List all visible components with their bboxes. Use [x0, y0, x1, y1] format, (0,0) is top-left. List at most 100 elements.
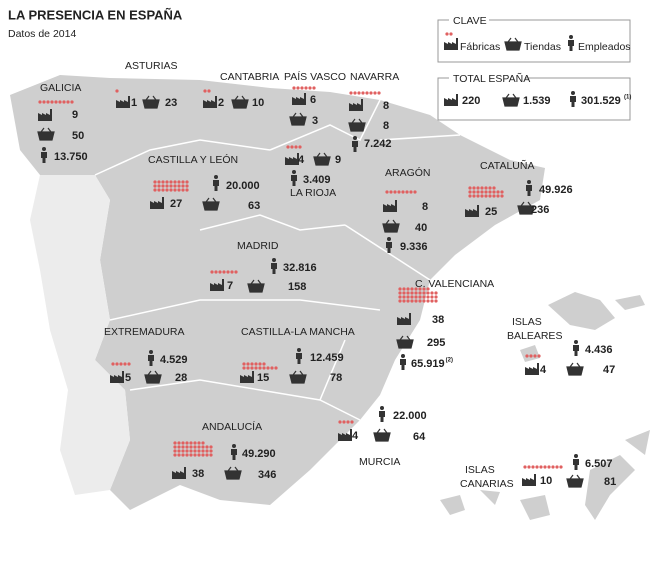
dot [177, 180, 181, 184]
dot [422, 291, 426, 295]
note: (1) [624, 95, 631, 101]
factory-dots [242, 362, 278, 370]
stores: 9 [335, 154, 341, 166]
dot [434, 295, 438, 299]
factory-dots [292, 86, 316, 90]
dot [296, 86, 300, 90]
dot [193, 453, 197, 457]
factories: 27 [170, 198, 182, 210]
dot [488, 190, 492, 194]
dot [258, 362, 262, 366]
dot [165, 188, 169, 192]
stores: 81 [604, 476, 616, 488]
dot [201, 441, 205, 445]
factories: 2 [218, 97, 224, 109]
region-name: C. VALENCIANA [415, 278, 494, 290]
dot [294, 145, 298, 149]
key-stores: Tiendas [524, 41, 561, 53]
dot [426, 287, 430, 291]
dot [189, 453, 193, 457]
dot [54, 100, 58, 104]
dot [406, 291, 410, 295]
dot [173, 188, 177, 192]
dot [181, 441, 185, 445]
dot [201, 453, 205, 457]
dot [161, 180, 165, 184]
employees: 22.000 [393, 410, 427, 422]
dot [397, 190, 401, 194]
dot [406, 295, 410, 299]
dot [185, 180, 189, 184]
employees: 32.816 [283, 262, 317, 274]
dot [254, 362, 258, 366]
dot [181, 184, 185, 188]
factories: 10 [540, 475, 552, 487]
title: LA PRESENCIA EN ESPAÑA [8, 7, 183, 22]
factory-dots [468, 186, 504, 198]
dot [153, 180, 157, 184]
dot [177, 441, 181, 445]
dot [472, 190, 476, 194]
dot [488, 194, 492, 198]
employees: 6.507 [585, 458, 613, 470]
stores: 10 [252, 97, 264, 109]
dot [207, 89, 211, 93]
dot [422, 299, 426, 303]
dot [157, 180, 161, 184]
dot [472, 194, 476, 198]
dot [181, 453, 185, 457]
dot [242, 362, 246, 366]
dot [185, 445, 189, 449]
region-name: CASTILLA Y LEÓN [148, 153, 238, 166]
employee-icon [400, 354, 406, 370]
dot [173, 445, 177, 449]
factory-dots [203, 89, 211, 93]
dot [193, 449, 197, 453]
dot [389, 190, 393, 194]
factory-dots [286, 145, 302, 149]
factory-icon [525, 363, 539, 375]
dot [547, 465, 551, 469]
dot [197, 449, 201, 453]
land [10, 75, 650, 520]
employee-icon [573, 454, 579, 470]
dot [205, 449, 209, 453]
employees: 65.919 [411, 358, 445, 370]
factories: 4 [352, 430, 359, 442]
dot [119, 362, 123, 366]
dot [373, 91, 377, 95]
dot [555, 465, 559, 469]
subtitle: Datos de 2014 [8, 28, 76, 40]
dot [169, 180, 173, 184]
dot [484, 186, 488, 190]
dot [193, 441, 197, 445]
dot [402, 299, 406, 303]
key-employees: Empleados [578, 41, 631, 53]
region-name: CASTILLA-LA MANCHA [241, 326, 355, 338]
factories: 25 [485, 206, 497, 218]
dot [173, 184, 177, 188]
stores: 23 [165, 97, 177, 109]
region-name: MADRID [237, 240, 279, 252]
dot [480, 190, 484, 194]
factories: 5 [125, 372, 131, 384]
dot [500, 190, 504, 194]
region-name: ANDALUCÍA [202, 420, 262, 433]
employees: 3.409 [303, 174, 331, 186]
stores: 40 [415, 222, 427, 234]
factory-dots [111, 362, 131, 366]
dot [218, 270, 222, 274]
dot [250, 362, 254, 366]
dot [434, 291, 438, 295]
dot [230, 270, 234, 274]
dot [177, 449, 181, 453]
dot [205, 453, 209, 457]
region-name: BALEARES [507, 330, 562, 342]
region-name: GALICIA [40, 82, 81, 94]
dot [551, 465, 555, 469]
employees: 7.242 [364, 138, 392, 150]
stores: 47 [603, 364, 615, 376]
stores: 50 [72, 130, 84, 142]
stores: 295 [427, 337, 445, 349]
dot [300, 86, 304, 90]
